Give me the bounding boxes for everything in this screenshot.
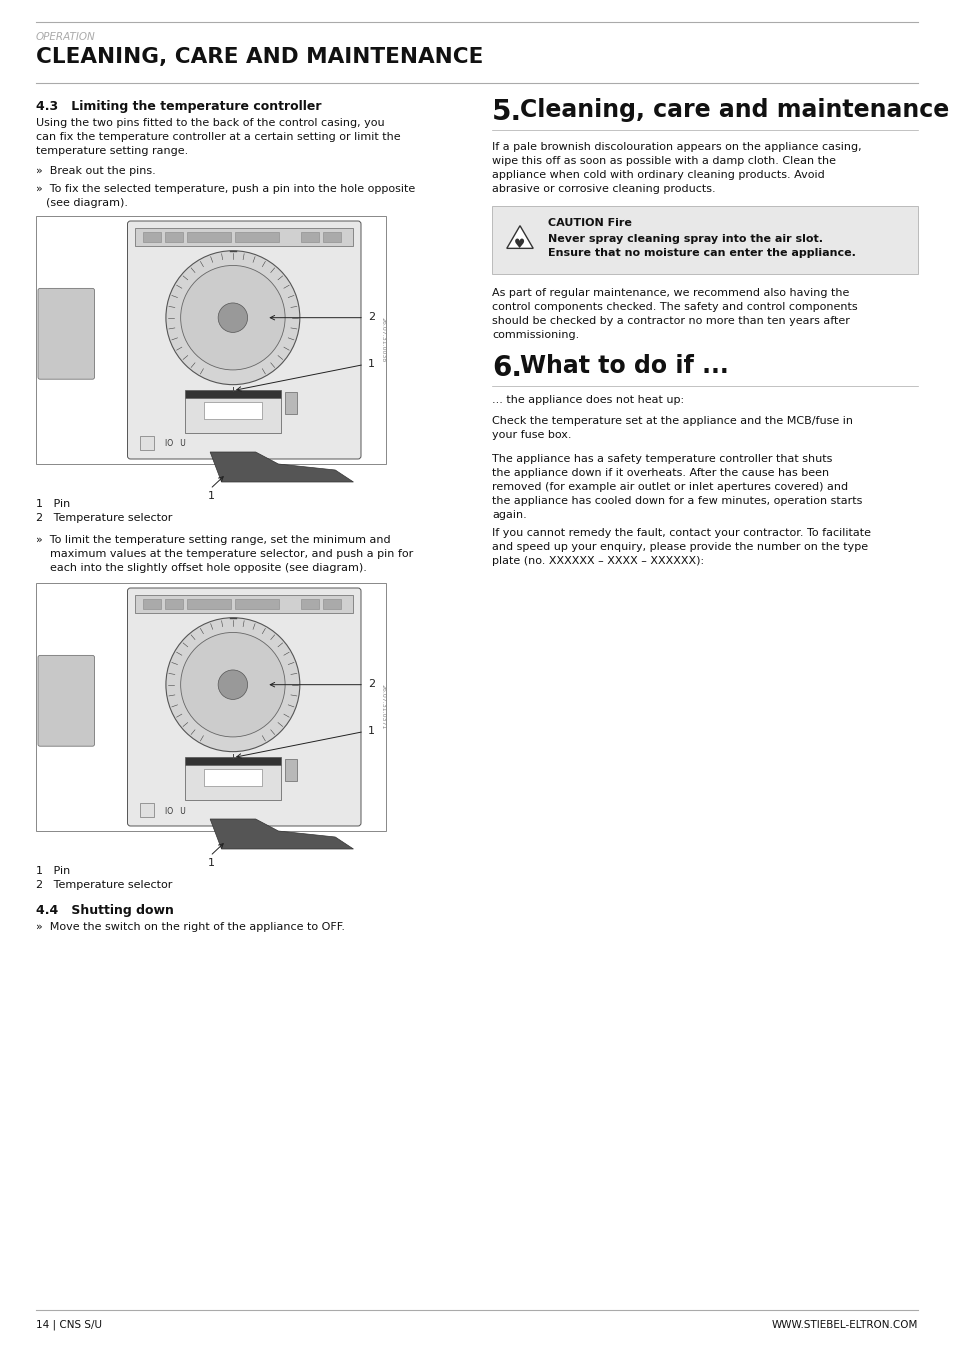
Text: again.: again. [492, 510, 526, 520]
Text: 1: 1 [368, 725, 375, 736]
Text: ♥: ♥ [514, 239, 525, 251]
Text: can fix the temperature controller at a certain setting or limit the: can fix the temperature controller at a … [36, 132, 400, 142]
Text: The appliance has a safety temperature controller that shuts: The appliance has a safety temperature c… [492, 454, 832, 464]
Text: 26.07.31.0038: 26.07.31.0038 [380, 317, 385, 363]
FancyBboxPatch shape [128, 589, 360, 826]
Text: 4.3   Limiting the temperature controller: 4.3 Limiting the temperature controller [36, 100, 321, 113]
Text: 4.4   Shutting down: 4.4 Shutting down [36, 904, 173, 917]
Text: Cleaning, care and maintenance: Cleaning, care and maintenance [519, 99, 948, 122]
Text: »  To limit the temperature setting range, set the minimum and: » To limit the temperature setting range… [36, 535, 390, 545]
Circle shape [180, 632, 285, 737]
Bar [165, 599, 183, 609]
Text: removed (for example air outlet or inlet apertures covered) and: removed (for example air outlet or inlet… [492, 482, 847, 491]
Text: »  To fix the selected temperature, push a pin into the hole opposite: » To fix the selected temperature, push … [36, 184, 415, 194]
Text: 2: 2 [368, 679, 375, 688]
Text: maximum values at the temperature selector, and push a pin for: maximum values at the temperature select… [36, 549, 413, 559]
Text: 1: 1 [208, 491, 214, 501]
Text: CAUTION Fire: CAUTION Fire [547, 217, 631, 228]
Bar [301, 232, 318, 242]
Bar [235, 599, 279, 609]
Text: Ensure that no moisture can enter the appliance.: Ensure that no moisture can enter the ap… [547, 248, 855, 258]
Bar [323, 232, 340, 242]
Text: should be checked by a contractor no more than ten years after: should be checked by a contractor no mor… [492, 316, 849, 325]
Bar [284, 392, 296, 413]
Text: your fuse box.: your fuse box. [492, 431, 571, 440]
Text: each into the slightly offset hole opposite (see diagram).: each into the slightly offset hole oppos… [36, 563, 367, 572]
Text: WWW.STIEBEL-ELTRON.COM: WWW.STIEBEL-ELTRON.COM [771, 1320, 917, 1330]
Text: 2   Temperature selector: 2 Temperature selector [36, 513, 172, 522]
Text: 1   Pin: 1 Pin [36, 500, 71, 509]
Bar [140, 436, 154, 450]
Bar [36, 216, 386, 464]
Bar [143, 599, 161, 609]
Circle shape [218, 670, 248, 699]
FancyBboxPatch shape [38, 655, 94, 747]
Bar [323, 599, 340, 609]
Text: wipe this off as soon as possible with a damp cloth. Clean the: wipe this off as soon as possible with a… [492, 157, 835, 166]
Text: »  Move the switch on the right of the appliance to OFF.: » Move the switch on the right of the ap… [36, 922, 345, 931]
Text: abrasive or corrosive cleaning products.: abrasive or corrosive cleaning products. [492, 184, 715, 194]
Text: 14 | CNS S/U: 14 | CNS S/U [36, 1320, 102, 1331]
Polygon shape [506, 225, 533, 248]
Text: CLEANING, CARE AND MAINTENANCE: CLEANING, CARE AND MAINTENANCE [36, 47, 483, 68]
Text: 2   Temperature selector: 2 Temperature selector [36, 880, 172, 890]
Bar [135, 595, 353, 613]
Bar [185, 756, 280, 764]
Bar [165, 232, 183, 242]
Text: ... the appliance does not heat up:: ... the appliance does not heat up: [492, 396, 683, 405]
Bar [185, 398, 280, 432]
Text: 5.: 5. [492, 99, 521, 126]
Text: If you cannot remedy the fault, contact your contractor. To facilitate: If you cannot remedy the fault, contact … [492, 528, 870, 539]
Text: Check the temperature set at the appliance and the MCB/fuse in: Check the temperature set at the applian… [492, 416, 852, 427]
Bar [188, 599, 232, 609]
Text: 1: 1 [368, 359, 375, 369]
Text: the appliance down if it overheats. After the cause has been: the appliance down if it overheats. Afte… [492, 468, 828, 478]
Text: Never spray cleaning spray into the air slot.: Never spray cleaning spray into the air … [547, 234, 822, 244]
Text: commissioning.: commissioning. [492, 329, 578, 340]
Bar [284, 759, 296, 780]
Bar [185, 764, 280, 799]
Text: 1: 1 [208, 859, 214, 868]
Text: 26.07.31.0371: 26.07.31.0371 [380, 684, 385, 730]
Text: As part of regular maintenance, we recommend also having the: As part of regular maintenance, we recom… [492, 288, 848, 298]
Text: and speed up your enquiry, please provide the number on the type: and speed up your enquiry, please provid… [492, 541, 867, 552]
Text: »  Break out the pins.: » Break out the pins. [36, 166, 155, 176]
Text: the appliance has cooled down for a few minutes, operation starts: the appliance has cooled down for a few … [492, 495, 862, 506]
Text: 1   Pin: 1 Pin [36, 865, 71, 876]
Polygon shape [210, 452, 353, 482]
Bar [235, 232, 279, 242]
Bar [135, 228, 353, 246]
FancyBboxPatch shape [128, 221, 360, 459]
Text: Using the two pins fitted to the back of the control casing, you: Using the two pins fitted to the back of… [36, 117, 384, 128]
Text: 2: 2 [368, 312, 375, 321]
Circle shape [166, 618, 299, 752]
Text: control components checked. The safety and control components: control components checked. The safety a… [492, 302, 857, 312]
Text: If a pale brownish discolouration appears on the appliance casing,: If a pale brownish discolouration appear… [492, 142, 861, 153]
Text: What to do if ...: What to do if ... [519, 354, 728, 378]
Bar [188, 232, 232, 242]
Text: IO   U: IO U [165, 806, 186, 815]
Circle shape [180, 266, 285, 370]
Polygon shape [210, 819, 353, 849]
Circle shape [166, 251, 299, 385]
Bar [36, 583, 386, 832]
Text: IO   U: IO U [165, 440, 186, 448]
Text: 6.: 6. [492, 354, 521, 382]
FancyBboxPatch shape [38, 289, 94, 379]
Text: (see diagram).: (see diagram). [46, 198, 128, 208]
Bar [204, 402, 261, 418]
Bar [204, 768, 261, 786]
Bar [301, 599, 318, 609]
Text: OPERATION: OPERATION [36, 32, 95, 42]
Bar [185, 390, 280, 398]
Text: temperature setting range.: temperature setting range. [36, 146, 188, 157]
Circle shape [218, 302, 248, 332]
Text: appliance when cold with ordinary cleaning products. Avoid: appliance when cold with ordinary cleani… [492, 170, 824, 180]
Text: plate (no. XXXXXX – XXXX – XXXXXX):: plate (no. XXXXXX – XXXX – XXXXXX): [492, 556, 703, 566]
Bar [143, 232, 161, 242]
Bar [140, 803, 154, 817]
Bar [492, 207, 917, 274]
